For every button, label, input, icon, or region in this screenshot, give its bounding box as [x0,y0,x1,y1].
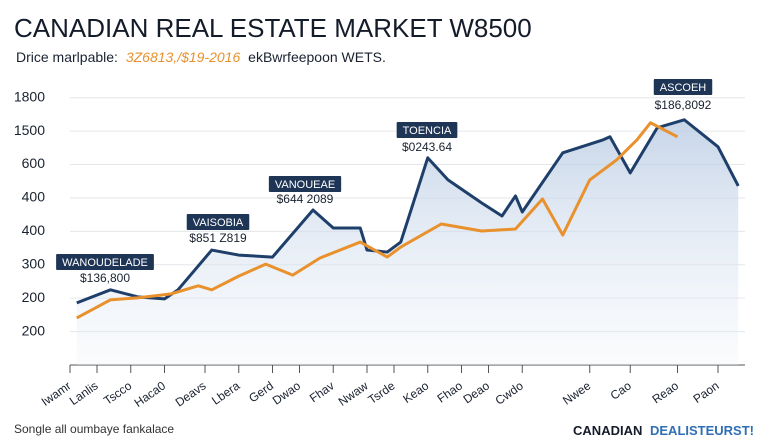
y-tick-label: 600 [22,155,46,171]
annotation-box [396,122,458,138]
subtitle-part: ekBwrfeepoon WETS. [248,49,386,65]
annotation-box [186,214,250,230]
y-tick-label: 400 [22,189,46,205]
annotation-title: WANOUDELADE [62,257,148,269]
x-tick-label: Dwao [270,378,303,407]
annotation-title: ASCOEH [660,82,707,94]
chart-title: CANADIAN REAL ESTATE MARKET W8500 [14,13,532,43]
subtitle: Drice marlpable: 3Z6813,/$19-2016 ekBwrf… [16,49,386,65]
x-tick-label: Cwdo [493,378,526,407]
x-tick-label: Deavs [173,379,209,410]
annotation-box [56,254,154,270]
x-tick-label: Nwaw [336,378,371,408]
x-tick-label: Tsrde [365,378,397,406]
y-tick-label: 200 [22,322,46,338]
y-tick-label: 1500 [14,122,45,138]
annotation-text: $851 Z819 [189,231,247,245]
x-tick-label: Paon [691,379,722,407]
annotation-text: $136,800 [80,271,130,285]
footer-left: Songle all oumbaye fankalace [14,422,174,436]
annotation-title: VANOUEAE [275,179,335,191]
annotation-box [653,79,713,95]
x-tick-label: Cao [608,378,634,402]
x-tick-label: Fhav [307,379,337,406]
x-tick-label: Lbera [209,378,242,407]
y-tick-label: 1800 [14,88,45,104]
line [76,121,679,320]
footer-part: CANADIAN [573,423,642,438]
footer-right: CANADIAN DEALISTEURST! [573,423,754,438]
x-tick-label: Fhao [435,378,466,405]
subtitle-part: Drice marlpable: [16,49,118,65]
x-tick-label: Deao [461,378,493,406]
y-tick-label: 200 [22,289,46,305]
subtitle-part: 3Z6813,/$19-2016 [126,49,241,65]
y-tick-label: 300 [22,255,46,271]
footer-part: DEALISTEURST! [650,423,754,438]
annotation-text: $186,8092 [655,98,712,112]
x-tick-label: Nwee [560,378,593,407]
x-tick-label: Tscco [101,378,134,407]
annotation-title: VAISOBIA [193,217,244,229]
x-tick-label: Haca0 [132,378,169,410]
x-tick-label: Lanlis [67,379,101,408]
annotation-title: TOENCIA [403,125,452,137]
x-tick-label: Keao [400,378,431,406]
annotation-box [268,176,342,192]
x-tick-label: Iwamr [39,379,74,409]
annotation-text: $0243.64 [402,140,452,154]
x-tick-label: Reao [650,378,682,406]
y-tick-label: 400 [22,222,46,238]
x-tick-label: Gerd [246,379,276,406]
annotation-text: $644 2089 [277,192,334,206]
